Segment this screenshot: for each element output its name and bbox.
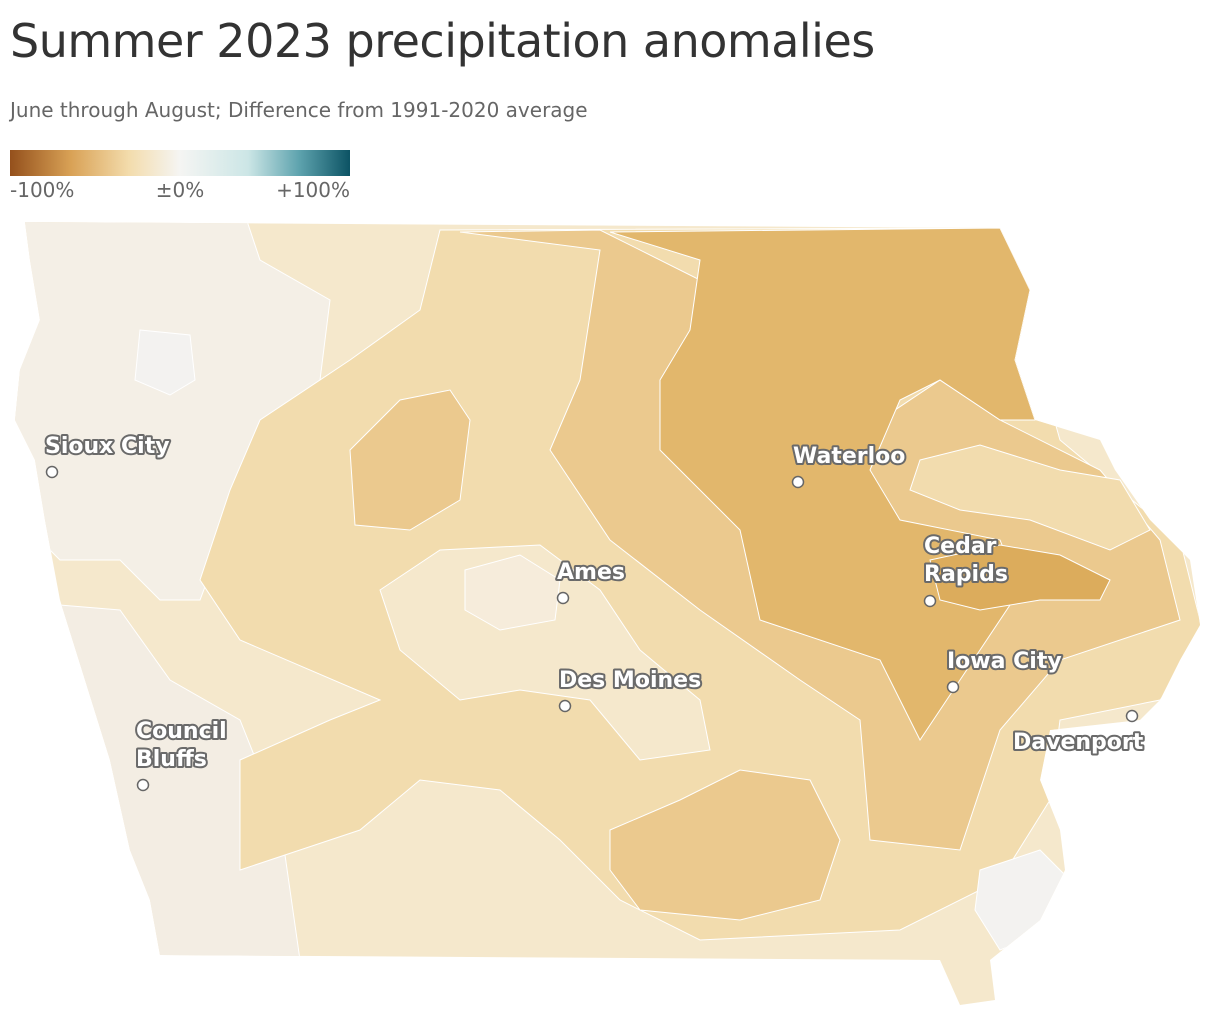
contour [929,544,1111,611]
city-label: Council [136,719,227,744]
legend-label: ±0% [156,178,205,202]
legend-label: +100% [276,178,350,202]
city-label: Davenport [1013,730,1144,755]
city-dot [1125,709,1139,723]
legend-label: -100% [10,178,74,202]
city-label: Bluffs [136,747,207,772]
contour [909,444,1151,551]
city-dot [136,778,150,792]
city-label: Iowa City [947,649,1062,674]
city-label: Cedar [924,534,997,559]
city-dot [791,475,805,489]
city-dot [558,699,572,713]
city-dot [45,465,59,479]
contour [134,329,196,396]
subtitle: June through August; Difference from 199… [10,98,588,122]
title: Summer 2023 precipitation anomalies [10,14,875,68]
city-dot [946,680,960,694]
contour [464,554,561,631]
legend-gradient [10,150,350,176]
city-dot [556,591,570,605]
contour [609,769,841,921]
city-label: Waterloo [793,444,905,469]
city-label: Rapids [924,562,1008,587]
contour [349,389,471,531]
contour [379,544,711,761]
city-dot [923,594,937,608]
anomaly-contours [15,222,1200,1005]
city-label: Sioux City [45,434,170,459]
city-label: Des Moines [559,668,701,693]
city-label: Ames [557,560,625,585]
